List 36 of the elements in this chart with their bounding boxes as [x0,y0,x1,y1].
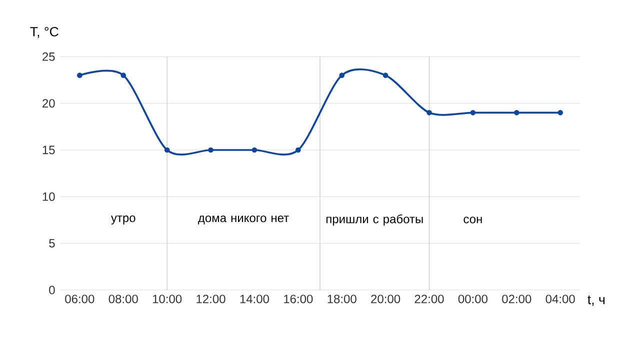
y-tick-label: 5 [49,239,55,248]
point [252,147,258,153]
annotation: сон [464,216,482,224]
y-tick-label: 20 [42,99,55,108]
x-tick-label: 14:00 [240,294,269,304]
annotation: дома никого нет [198,216,289,224]
x-tick-label: 02:00 [502,294,532,304]
x-axis-title: t, ч [588,296,605,306]
point [120,72,126,78]
point [514,110,520,116]
point [208,147,214,153]
point [76,72,82,78]
y-tick-label: 0 [49,286,55,294]
x-tick-label: 18:00 [328,294,356,304]
x-tick-label: 06:00 [65,294,94,304]
y-tick-label: 25 [42,52,55,61]
x-tick-label: 10:00 [152,294,182,304]
point [339,72,345,78]
point [558,110,563,116]
x-tick-label: 20:00 [371,294,400,304]
point [382,72,388,78]
x-tick-label: 16:00 [284,294,313,304]
x-tick-label: 04:00 [546,294,575,304]
y-tick-label: 15 [42,146,55,154]
annotation: утро [110,216,136,224]
point [164,147,170,153]
point [470,110,476,116]
point [295,147,301,153]
annotation: пришли с работы [326,214,423,226]
x-tick-label: 00:00 [458,294,488,304]
y-axis-title: T, °C [30,26,58,38]
x-tick-label: 12:00 [196,294,226,304]
point [426,110,432,116]
x-tick-label: 22:00 [414,294,444,304]
y-tick-label: 10 [42,192,55,201]
x-tick-label: 08:00 [108,294,138,304]
